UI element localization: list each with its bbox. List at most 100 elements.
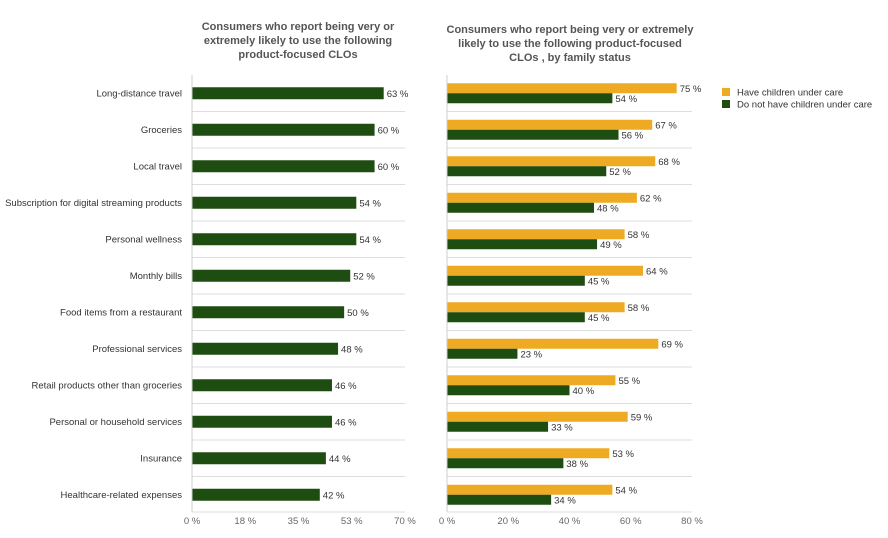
chart-title-1: product-focused CLOs xyxy=(238,49,357,61)
category-label: Food items from a restaurant xyxy=(60,307,182,318)
data-label: 48 % xyxy=(341,344,363,355)
bar xyxy=(447,93,613,104)
bar xyxy=(192,123,375,136)
bar xyxy=(447,229,625,240)
chart-title-2: CLOs , by family status xyxy=(509,52,631,64)
bar xyxy=(447,119,653,130)
bar xyxy=(192,306,345,319)
data-label: 49 % xyxy=(600,240,622,251)
category-label: Personal or household services xyxy=(49,417,182,428)
data-label: 34 % xyxy=(554,495,576,506)
bar xyxy=(192,196,357,209)
data-label: 67 % xyxy=(655,120,677,131)
bar xyxy=(447,312,585,323)
category-label: Insurance xyxy=(140,453,182,464)
bar xyxy=(447,421,549,432)
x-tick-label: 80 % xyxy=(681,516,703,527)
data-label: 42 % xyxy=(323,490,345,501)
category-label: Local travel xyxy=(133,161,182,172)
data-label: 62 % xyxy=(640,193,662,204)
data-label: 33 % xyxy=(551,422,573,433)
data-label: 56 % xyxy=(622,130,644,141)
chart-title-2: Consumers who report being very or extre… xyxy=(447,24,695,36)
bar xyxy=(447,448,610,459)
data-label: 64 % xyxy=(646,266,668,277)
data-label: 54 % xyxy=(359,198,381,209)
bar xyxy=(447,484,613,495)
bar xyxy=(447,166,607,177)
bar xyxy=(447,411,628,422)
data-label: 58 % xyxy=(628,303,650,314)
data-label: 59 % xyxy=(631,412,653,423)
data-label: 45 % xyxy=(588,276,610,287)
category-label: Subscription for digital streaming produ… xyxy=(5,198,182,209)
bar xyxy=(192,160,375,173)
data-label: 46 % xyxy=(335,417,357,428)
data-label: 40 % xyxy=(573,386,595,397)
data-label: 52 % xyxy=(609,167,631,178)
category-label: Personal wellness xyxy=(105,234,182,245)
category-label: Long-distance travel xyxy=(96,88,182,99)
x-tick-label: 60 % xyxy=(620,516,642,527)
bar xyxy=(447,192,637,203)
x-tick-label: 70 % xyxy=(394,516,416,527)
x-tick-label: 18 % xyxy=(234,516,256,527)
data-label: 52 % xyxy=(353,271,375,282)
bar xyxy=(447,385,570,396)
data-label: 55 % xyxy=(618,376,640,387)
bar xyxy=(447,348,518,359)
data-label: 23 % xyxy=(520,349,542,360)
bar xyxy=(447,129,619,140)
x-tick-label: 40 % xyxy=(559,516,581,527)
bar xyxy=(447,302,625,313)
category-label: Retail products other than groceries xyxy=(32,380,183,391)
bar xyxy=(447,265,643,276)
category-label: Monthly bills xyxy=(130,271,183,282)
bar xyxy=(192,488,320,501)
data-label: 75 % xyxy=(680,84,702,95)
chart-title-1: extremely likely to use the following xyxy=(204,35,392,47)
bar xyxy=(192,379,332,392)
chart-title-2: likely to use the following product-focu… xyxy=(458,38,682,50)
category-label: Professional services xyxy=(92,344,182,355)
legend-label: Do not have children under care xyxy=(737,100,872,111)
bar xyxy=(447,494,552,505)
data-label: 54 % xyxy=(359,235,381,246)
bar xyxy=(447,338,659,349)
data-label: 48 % xyxy=(597,203,619,214)
data-label: 44 % xyxy=(329,454,351,465)
x-tick-label: 20 % xyxy=(497,516,519,527)
data-label: 69 % xyxy=(661,339,683,350)
legend-swatch xyxy=(722,88,730,96)
data-label: 60 % xyxy=(378,162,400,173)
legend-label: Have children under care xyxy=(737,88,843,99)
data-label: 63 % xyxy=(387,89,409,100)
legend-swatch xyxy=(722,100,730,108)
data-label: 68 % xyxy=(658,157,680,168)
x-tick-label: 35 % xyxy=(288,516,310,527)
bar xyxy=(447,458,564,469)
category-label: Healthcare-related expenses xyxy=(61,490,183,501)
bar xyxy=(447,83,677,94)
x-tick-label: 53 % xyxy=(341,516,363,527)
data-label: 54 % xyxy=(615,94,637,105)
data-label: 60 % xyxy=(378,125,400,136)
bar xyxy=(447,239,598,250)
bar xyxy=(447,375,616,386)
bar xyxy=(192,233,357,246)
data-label: 54 % xyxy=(615,485,637,496)
chart-title-1: Consumers who report being very or xyxy=(202,21,395,33)
bar xyxy=(447,275,585,286)
bar xyxy=(192,269,351,282)
bar xyxy=(192,452,326,465)
data-label: 50 % xyxy=(347,308,369,319)
bar xyxy=(447,202,594,213)
data-label: 38 % xyxy=(566,459,588,470)
data-label: 45 % xyxy=(588,313,610,324)
bar xyxy=(192,342,339,355)
bar xyxy=(192,415,332,428)
bar xyxy=(192,87,384,100)
data-label: 53 % xyxy=(612,449,634,460)
data-label: 58 % xyxy=(628,230,650,241)
